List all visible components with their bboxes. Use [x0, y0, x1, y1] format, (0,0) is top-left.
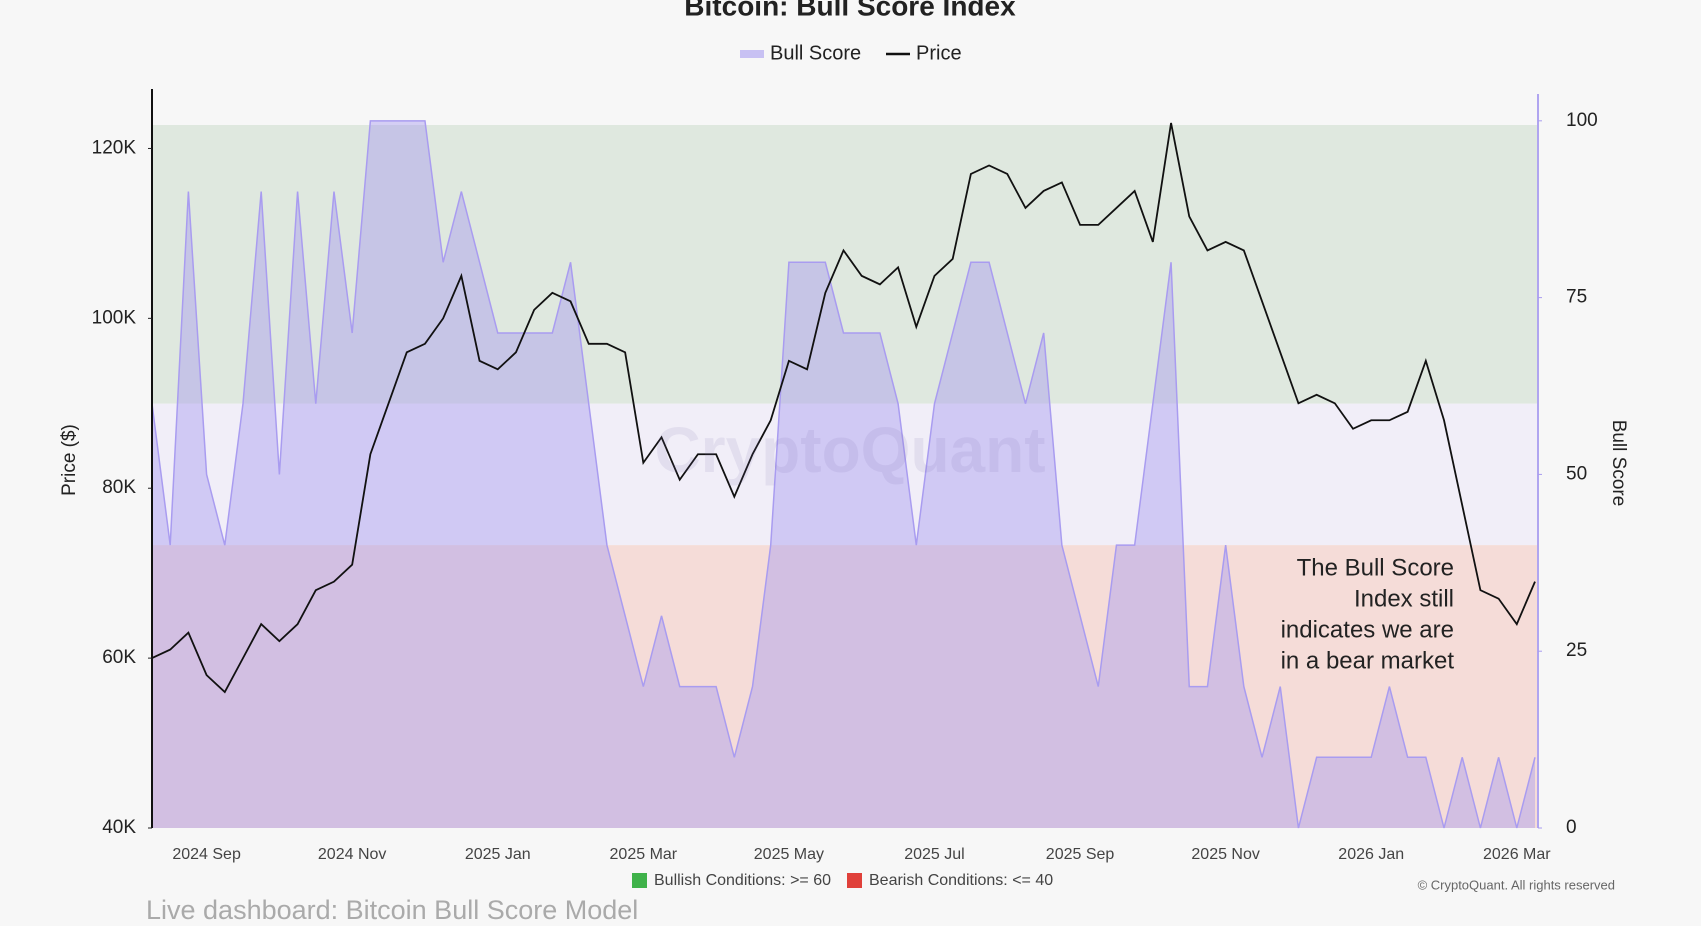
x-tick-label: 2025 Sep: [1046, 846, 1115, 863]
bearish-band: [152, 545, 1538, 828]
x-tick-label: 2024 Nov: [318, 846, 387, 863]
watermark: CryptoQuant: [654, 414, 1045, 486]
legend-swatch: [740, 50, 764, 58]
y2-tick-label: 25: [1566, 640, 1587, 661]
x-tick-label: 2026 Jan: [1338, 846, 1404, 863]
x-tick-label: 2025 Jan: [465, 846, 531, 863]
condition-label: Bearish Conditions: <= 40: [869, 872, 1053, 889]
bull-score-area: [152, 120, 1535, 828]
legend-label[interactable]: Price: [916, 42, 962, 64]
annotation: indicates we are: [1281, 616, 1454, 643]
y2-tick-label: 100: [1566, 110, 1598, 131]
neutral-band: [152, 403, 1538, 546]
x-tick-label: 2024 Sep: [172, 846, 241, 863]
y2-tick-label: 0: [1566, 817, 1577, 838]
y-tick-label: 120K: [92, 137, 137, 158]
y-tick-label: 100K: [92, 307, 137, 328]
x-tick-label: 2025 May: [754, 846, 824, 863]
y-tick-label: 40K: [102, 817, 136, 838]
annotation: Index still: [1354, 585, 1454, 612]
legend-label[interactable]: Bull Score: [770, 42, 861, 64]
y2-tick-label: 50: [1566, 463, 1587, 484]
x-tick-label: 2025 Nov: [1191, 846, 1260, 863]
price-line: [151, 122, 1536, 694]
y2-axis-label: Bull Score: [1608, 420, 1629, 507]
condition-label: Bullish Conditions: >= 60: [654, 872, 831, 889]
annotation: in a bear market: [1281, 647, 1455, 674]
copyright: © CryptoQuant. All rights reserved: [1418, 877, 1615, 892]
condition-swatch: [847, 873, 862, 888]
y-tick-label: 60K: [102, 647, 136, 668]
x-tick-label: 2025 Mar: [610, 846, 678, 863]
plot-area: [151, 89, 1539, 829]
x-tick-label: 2025 Jul: [904, 846, 965, 863]
y-axis-label: Price ($): [59, 424, 80, 496]
caption: Live dashboard: Bitcoin Bull Score Model: [146, 895, 638, 921]
y-tick-label: 80K: [102, 477, 136, 498]
bullish-band: [152, 125, 1538, 404]
chart-title: Bitcoin: Bull Score Index: [684, 0, 1016, 21]
x-tick-label: 2026 Mar: [1483, 846, 1551, 863]
bull-score-line: [151, 120, 1536, 829]
y2-tick-label: 75: [1566, 287, 1587, 308]
condition-swatch: [632, 873, 647, 888]
annotation: The Bull Score: [1297, 554, 1454, 581]
